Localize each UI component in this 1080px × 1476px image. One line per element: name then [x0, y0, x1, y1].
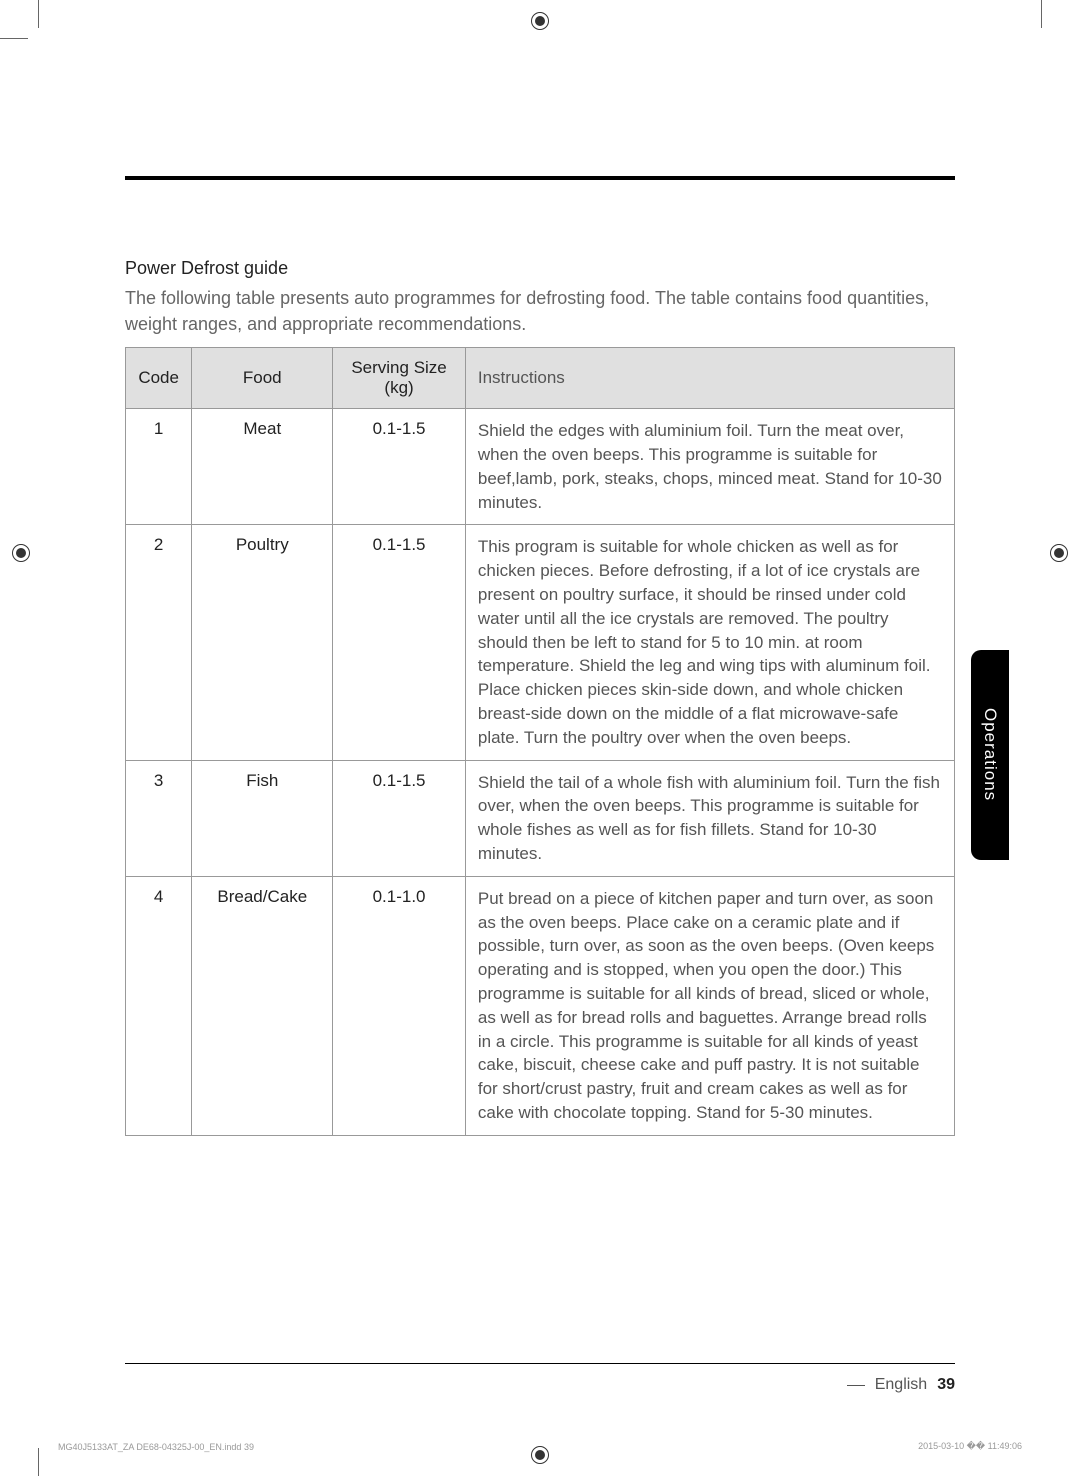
- content-area: Power Defrost guide The following table …: [125, 176, 955, 1136]
- footer: English 39: [125, 1363, 955, 1394]
- cell-code: 3: [126, 760, 192, 876]
- page-number: 39: [937, 1376, 955, 1394]
- header-instructions: Instructions: [465, 348, 954, 409]
- header-code: Code: [126, 348, 192, 409]
- crop-mark: [1041, 0, 1042, 28]
- crop-mark: [0, 38, 28, 39]
- cell-code: 2: [126, 525, 192, 760]
- registration-mark-icon: [1050, 544, 1068, 562]
- cell-food: Fish: [192, 760, 333, 876]
- header-serving: Serving Size (kg): [333, 348, 466, 409]
- cell-instructions: This program is suitable for whole chick…: [465, 525, 954, 760]
- cell-code: 4: [126, 876, 192, 1135]
- table-header-row: Code Food Serving Size (kg) Instructions: [126, 348, 955, 409]
- table-row: 1 Meat 0.1-1.5 Shield the edges with alu…: [126, 409, 955, 525]
- cell-serving: 0.1-1.5: [333, 409, 466, 525]
- side-tab-label: Operations: [980, 708, 1000, 801]
- header-food: Food: [192, 348, 333, 409]
- cell-food: Poultry: [192, 525, 333, 760]
- table-row: 4 Bread/Cake 0.1-1.0 Put bread on a piec…: [126, 876, 955, 1135]
- side-tab: Operations: [971, 650, 1009, 860]
- cell-serving: 0.1-1.5: [333, 525, 466, 760]
- cell-code: 1: [126, 409, 192, 525]
- table-row: 3 Fish 0.1-1.5 Shield the tail of a whol…: [126, 760, 955, 876]
- print-info-left: MG40J5133AT_ZA DE68-04325J-00_EN.indd 39: [58, 1442, 254, 1452]
- defrost-table: Code Food Serving Size (kg) Instructions…: [125, 347, 955, 1136]
- section-title: Power Defrost guide: [125, 258, 955, 279]
- registration-mark-icon: [531, 1446, 549, 1464]
- intro-text: The following table presents auto progra…: [125, 285, 955, 337]
- cell-serving: 0.1-1.5: [333, 760, 466, 876]
- cell-instructions: Shield the tail of a whole fish with alu…: [465, 760, 954, 876]
- footer-language: English: [875, 1376, 927, 1394]
- registration-mark-icon: [12, 544, 30, 562]
- cell-food: Meat: [192, 409, 333, 525]
- print-info-right: 2015-03-10 �� 11:49:06: [918, 1441, 1022, 1452]
- registration-mark-icon: [531, 12, 549, 30]
- footer-dash: [847, 1385, 865, 1386]
- crop-mark: [38, 0, 39, 28]
- crop-mark: [38, 1448, 39, 1476]
- cell-food: Bread/Cake: [192, 876, 333, 1135]
- cell-serving: 0.1-1.0: [333, 876, 466, 1135]
- cell-instructions: Put bread on a piece of kitchen paper an…: [465, 876, 954, 1135]
- cell-instructions: Shield the edges with aluminium foil. Tu…: [465, 409, 954, 525]
- table-row: 2 Poultry 0.1-1.5 This program is suitab…: [126, 525, 955, 760]
- top-rule: [125, 176, 955, 180]
